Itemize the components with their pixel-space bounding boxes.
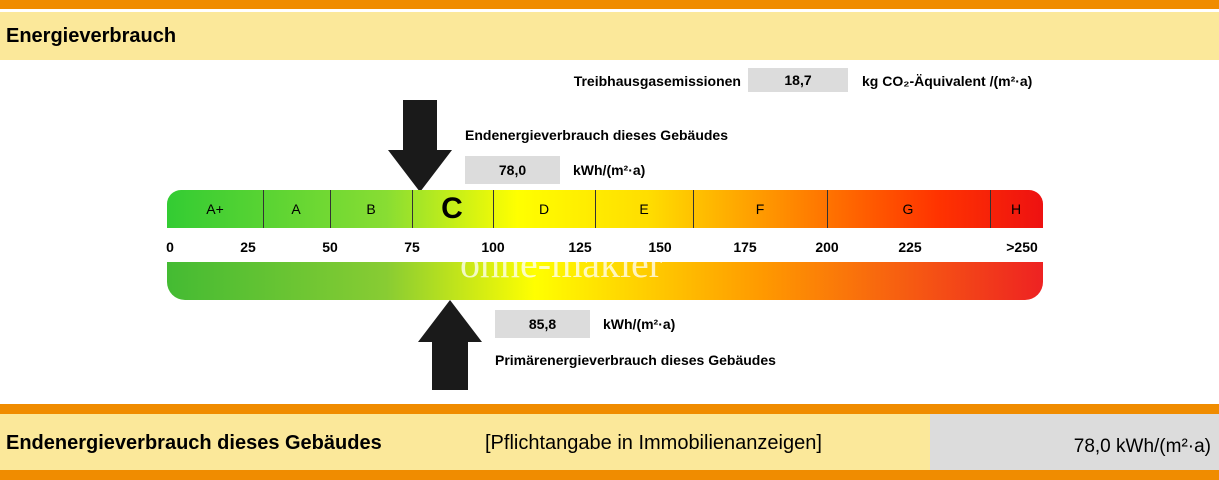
scale-label: 100 [481, 239, 505, 255]
class-label: G [902, 201, 914, 217]
emissions-unit: kg CO₂-Äquivalent /(m²·a) [862, 73, 1033, 89]
class-divider [693, 190, 694, 228]
class-label: F [755, 201, 765, 217]
primary-energy-unit: kWh/(m²·a) [603, 316, 676, 332]
scale-label: 150 [648, 239, 672, 255]
emissions-label: Treibhausgasemissionen [573, 73, 741, 89]
class-divider [330, 190, 331, 228]
primary-energy-value: 85,8 [495, 310, 590, 338]
class-label: D [538, 201, 550, 217]
class-divider [412, 190, 413, 228]
footer-note: [Pflichtangabe in Immobilienanzeigen] [485, 432, 822, 454]
scale-label: 200 [815, 239, 839, 255]
header-title: Energieverbrauch [0, 12, 1219, 60]
class-divider [595, 190, 596, 228]
class-label: A+ [206, 201, 224, 217]
class-label: E [639, 201, 649, 217]
scale-label: 125 [568, 239, 592, 255]
scale-label: 25 [240, 239, 256, 255]
class-label: A [291, 201, 301, 217]
scale-bar [167, 262, 1043, 300]
class-label: B [366, 201, 376, 217]
footer-value: 78,0 kWh/(m²·a) [930, 414, 1219, 470]
footer-stripe [0, 404, 1219, 414]
class-divider [263, 190, 264, 228]
scale-label: >250 [1006, 239, 1038, 255]
arrow-up [418, 300, 482, 390]
final-energy-value: 78,0 [465, 156, 560, 184]
footer-label: Endenergieverbrauch dieses Gebäudes [6, 432, 382, 454]
emissions-value: 18,7 [748, 68, 848, 92]
class-bar [167, 190, 1043, 228]
arrow-down [388, 100, 452, 192]
final-energy-unit: kWh/(m²·a) [573, 162, 646, 178]
class-label: C [441, 192, 463, 225]
class-divider [990, 190, 991, 228]
scale-label: 0 [166, 239, 174, 255]
primary-energy-label: Primärenergieverbrauch dieses Gebäudes [495, 352, 776, 368]
bottom-stripe [0, 470, 1219, 480]
top-stripe [0, 0, 1219, 9]
class-divider [493, 190, 494, 228]
watermark: ohne-makler [460, 241, 663, 286]
scale-label: 175 [733, 239, 757, 255]
class-divider [827, 190, 828, 228]
scale-label: 225 [898, 239, 922, 255]
class-label: H [1010, 201, 1022, 217]
scale-label: 75 [404, 239, 420, 255]
final-energy-label: Endenergieverbrauch dieses Gebäudes [465, 127, 728, 143]
scale-label: 50 [322, 239, 338, 255]
